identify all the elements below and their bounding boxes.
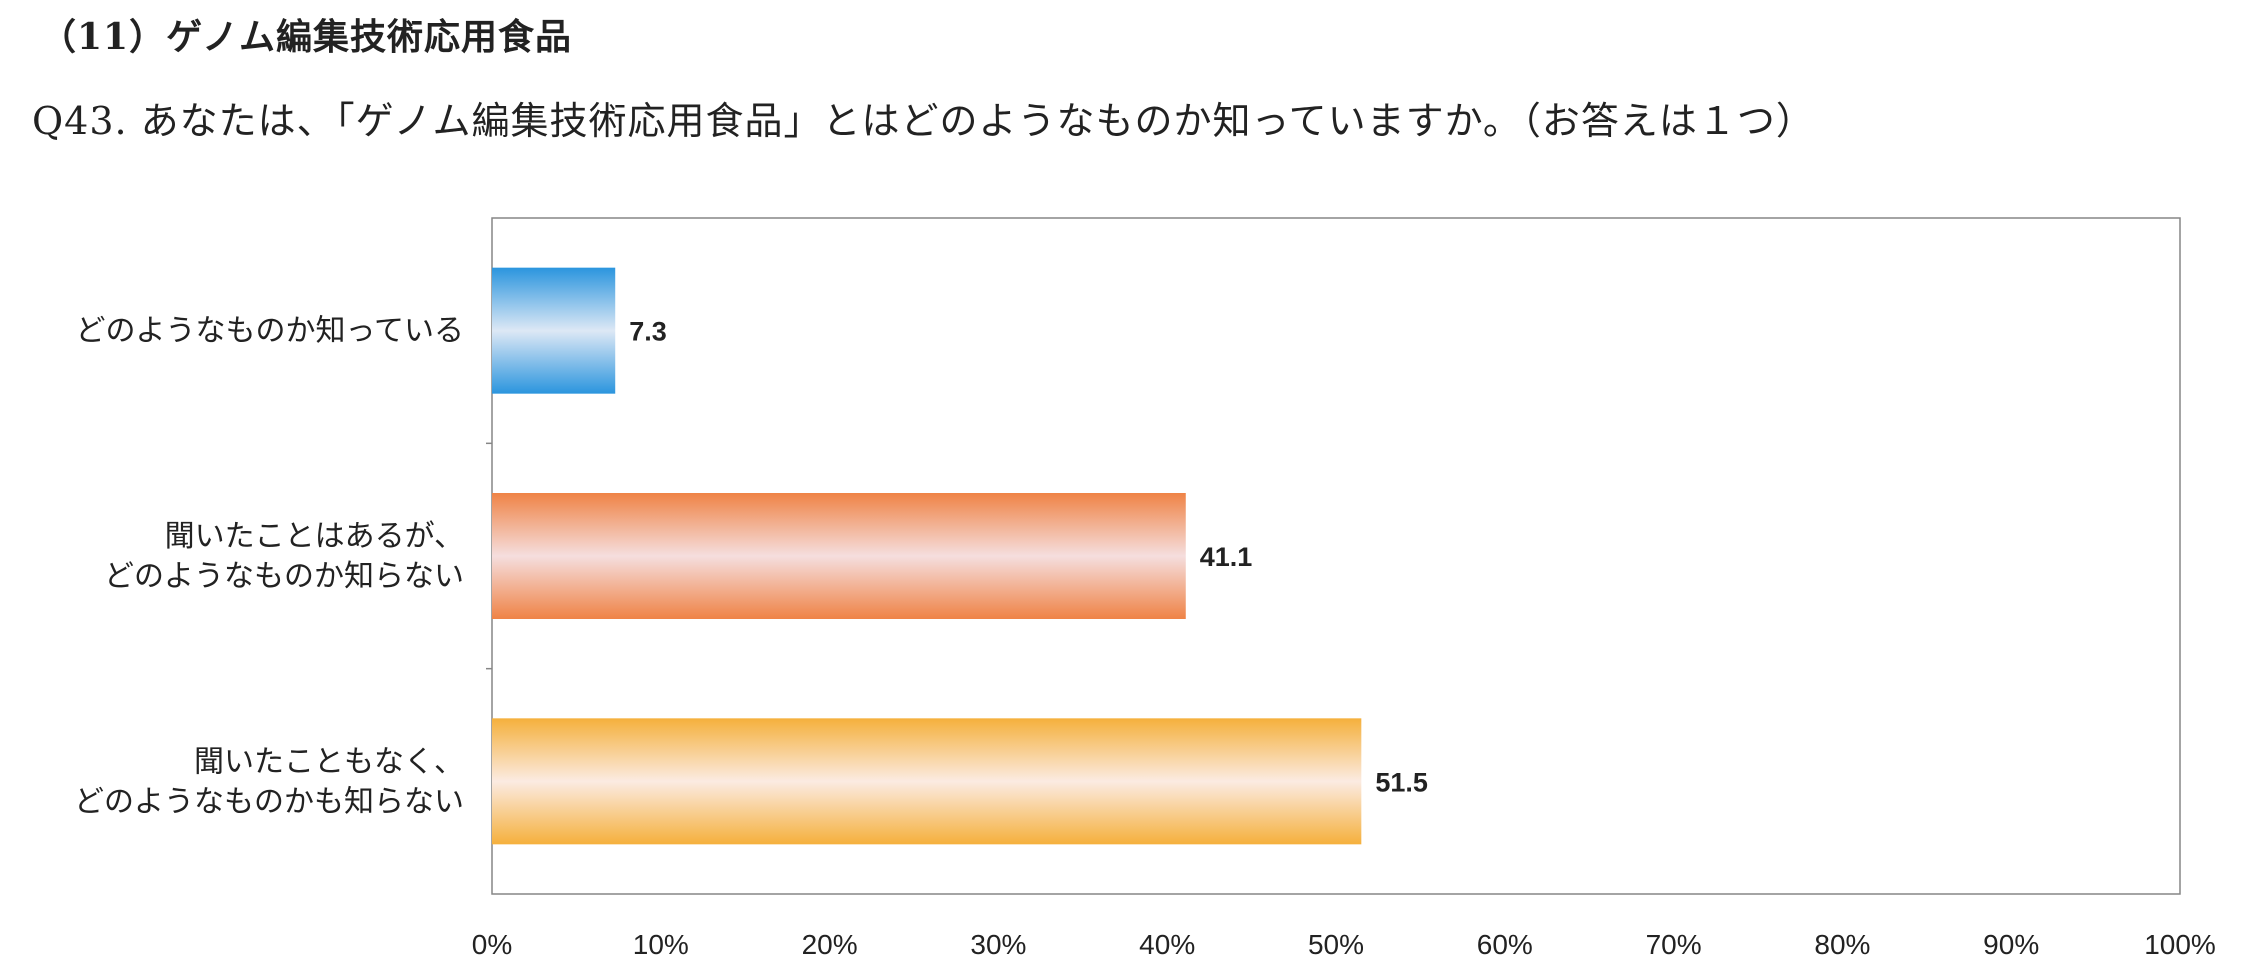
- x-tick-label: 70%: [1646, 929, 1702, 960]
- value-label-2: 41.1: [1200, 542, 1253, 572]
- category-label-2: 聞いたことはあるが、どのようなものか知らない: [104, 519, 464, 594]
- bar-3: [492, 718, 1362, 845]
- x-tick-label: 50%: [1308, 929, 1364, 960]
- x-tick-label: 10%: [633, 929, 689, 960]
- x-tick-label: 0%: [472, 929, 512, 960]
- bar-2: [492, 493, 1186, 619]
- x-tick-label: 40%: [1139, 929, 1195, 960]
- x-tick-label: 90%: [1983, 929, 2039, 960]
- x-tick-label: 30%: [970, 929, 1026, 960]
- value-label-3: 51.5: [1375, 767, 1428, 797]
- x-tick-label: 60%: [1477, 929, 1533, 960]
- value-label-1: 7.3: [629, 317, 667, 347]
- category-label-3: 聞いたこともなく、どのようなものかも知らない: [74, 744, 464, 819]
- x-tick-label: 20%: [802, 929, 858, 960]
- x-tick-label: 100%: [2144, 929, 2216, 960]
- x-tick-label: 80%: [1814, 929, 1870, 960]
- category-label-1: どのようなものか知っている: [76, 314, 465, 349]
- bar-1: [492, 267, 616, 394]
- section-title: （11）ゲノム編集技術応用食品: [40, 16, 573, 58]
- question-text: Q43. あなたは、「ゲノム編集技術応用食品」とはどのようなものか知っていますか…: [32, 99, 1815, 143]
